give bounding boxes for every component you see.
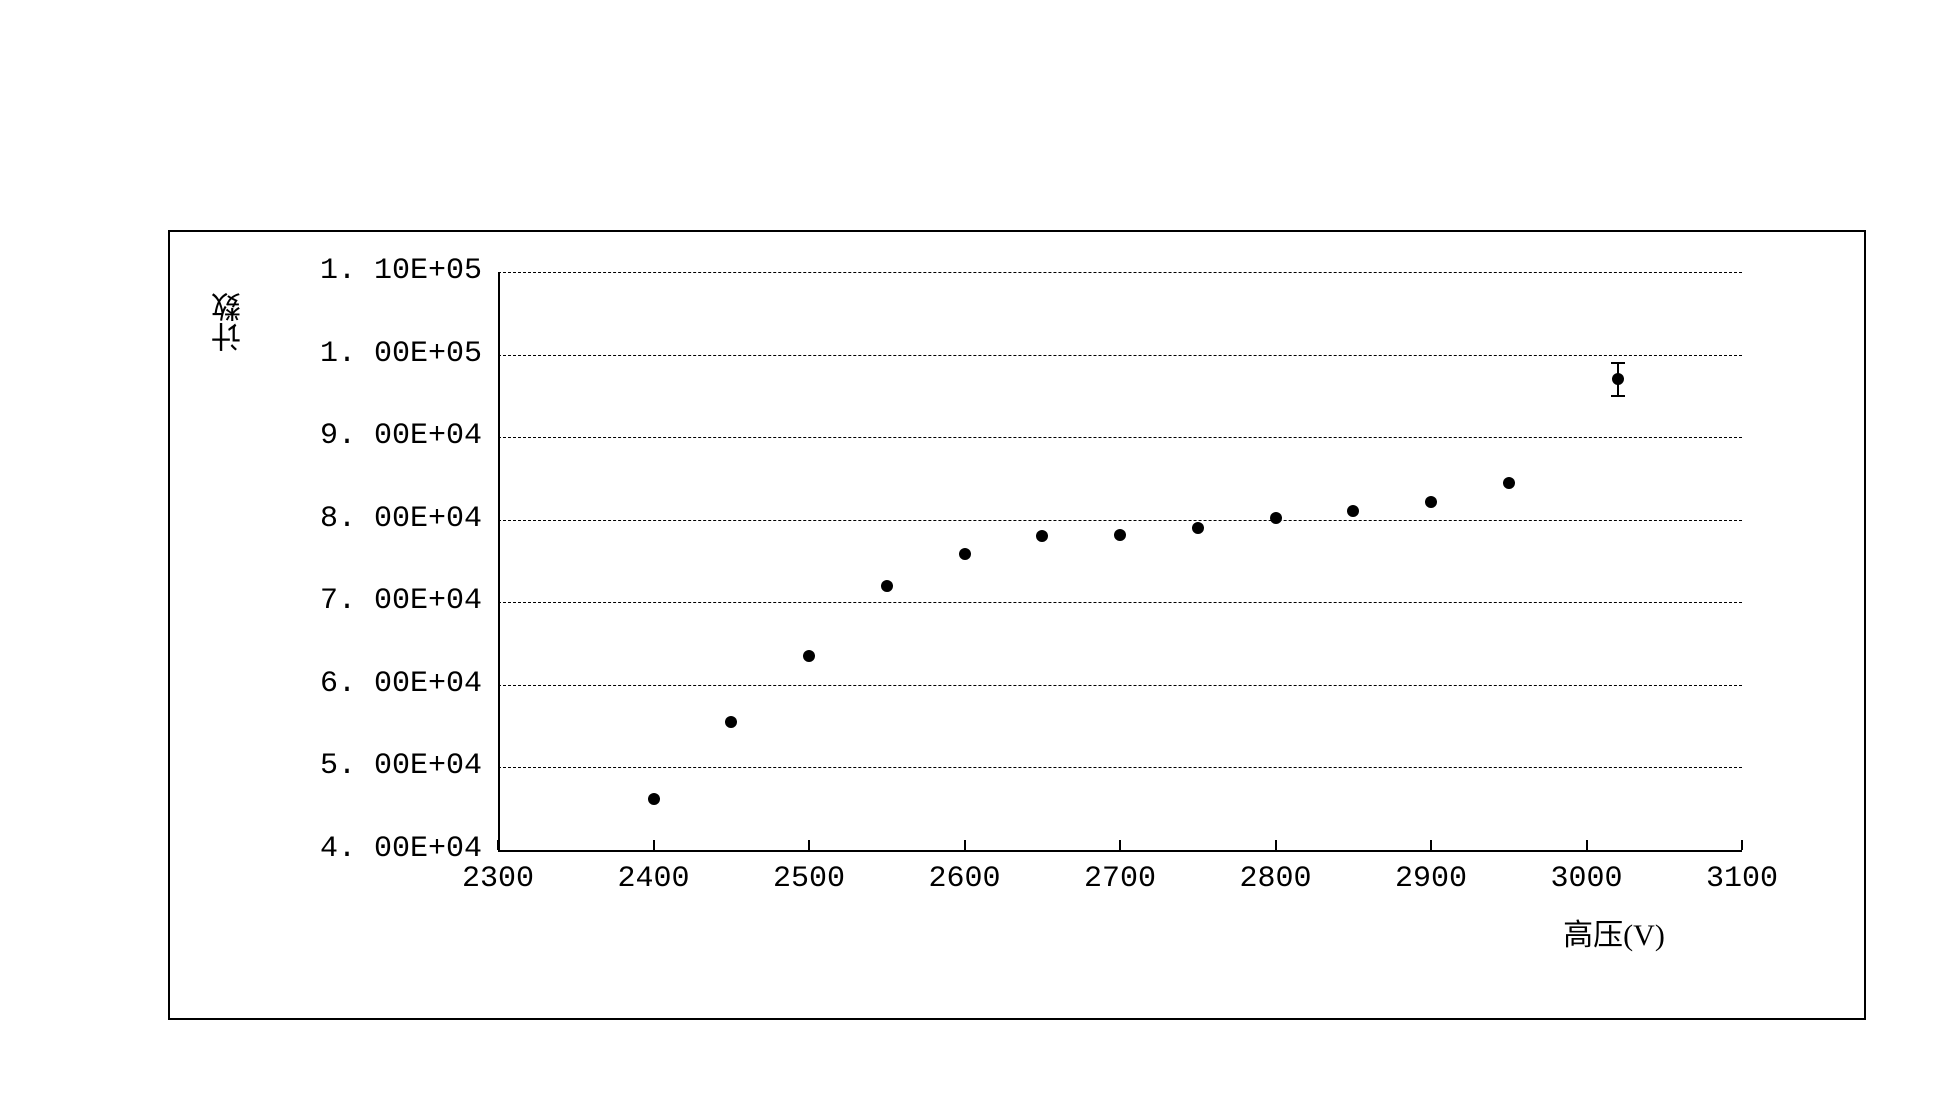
- x-axis-title: 高压(V): [1563, 910, 1665, 954]
- data-point: [648, 793, 660, 805]
- x-tick: [1275, 840, 1277, 850]
- error-bar-cap: [1611, 395, 1625, 397]
- x-tick: [964, 840, 966, 850]
- x-tick-label: 3000: [1551, 862, 1623, 896]
- y-tick-label: 8. 00E+04: [320, 502, 482, 536]
- x-tick: [1119, 840, 1121, 850]
- plot-area: [498, 272, 1742, 850]
- y-gridline: [498, 520, 1742, 521]
- y-gridline: [498, 355, 1742, 356]
- data-point: [1270, 512, 1282, 524]
- x-tick: [1741, 840, 1743, 850]
- y-gridline: [498, 602, 1742, 603]
- x-tick-label: 2800: [1240, 862, 1312, 896]
- y-gridline: [498, 272, 1742, 273]
- data-point: [959, 548, 971, 560]
- y-tick-label: 1. 10E+05: [320, 254, 482, 288]
- x-tick: [1586, 840, 1588, 850]
- x-axis: [498, 850, 1742, 852]
- y-tick-label: 1. 00E+05: [320, 337, 482, 371]
- data-point: [1114, 529, 1126, 541]
- x-tick-label: 2500: [773, 862, 845, 896]
- y-gridline: [498, 437, 1742, 438]
- y-axis: [498, 272, 500, 850]
- x-tick-label: 2600: [929, 862, 1001, 896]
- data-point: [1192, 522, 1204, 534]
- x-tick: [497, 840, 499, 850]
- x-tick-label: 2700: [1084, 862, 1156, 896]
- y-tick-label: 9. 00E+04: [320, 419, 482, 453]
- data-point: [1425, 496, 1437, 508]
- y-tick-label: 6. 00E+04: [320, 667, 482, 701]
- y-tick-label: 7. 00E+04: [320, 584, 482, 618]
- y-gridline: [498, 767, 1742, 768]
- x-tick-label: 2900: [1395, 862, 1467, 896]
- x-tick: [1430, 840, 1432, 850]
- y-tick-label: 5. 00E+04: [320, 749, 482, 783]
- y-gridline: [498, 685, 1742, 686]
- data-point: [803, 650, 815, 662]
- x-tick-label: 2300: [462, 862, 534, 896]
- x-tick-label: 2400: [618, 862, 690, 896]
- y-tick-label: 4. 00E+04: [320, 832, 482, 866]
- data-point: [881, 580, 893, 592]
- x-tick: [808, 840, 810, 850]
- error-bar-cap: [1611, 362, 1625, 364]
- y-axis-title: 计数: [208, 272, 252, 372]
- x-tick-label: 3100: [1706, 862, 1778, 896]
- error-bar: [1617, 363, 1619, 396]
- x-tick: [653, 840, 655, 850]
- data-point: [1503, 477, 1515, 489]
